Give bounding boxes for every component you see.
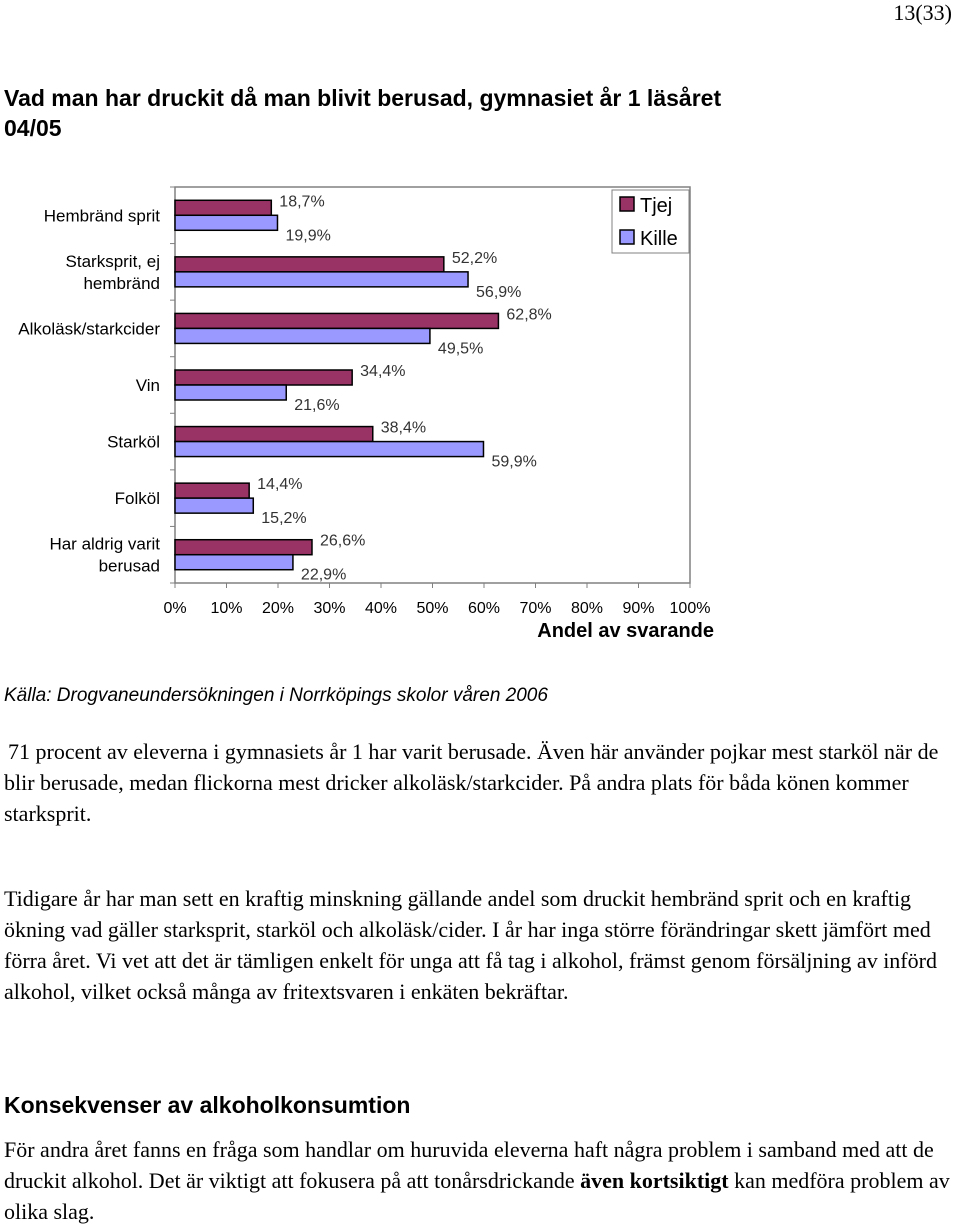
- category-label: Starköl: [107, 433, 160, 452]
- category-label: Starksprit, ej hembränd: [66, 252, 160, 293]
- data-label: 56,9%: [476, 284, 521, 301]
- data-label: 38,4%: [381, 420, 426, 437]
- x-axis-label: Andel av svarande: [537, 620, 714, 642]
- x-tick-label: 40%: [365, 600, 397, 617]
- data-label: 19,9%: [285, 227, 330, 244]
- data-label: 22,9%: [301, 567, 346, 584]
- paragraph-1: 71 procent av eleverna i gymnasiets år 1…: [4, 739, 939, 826]
- paragraph-3-text: För andra året fanns en fråga som handla…: [4, 1137, 934, 1193]
- legend-label: Tjej: [640, 195, 672, 217]
- data-label: 14,4%: [257, 476, 302, 493]
- category-label: Folköl: [115, 489, 160, 508]
- paragraph-2: Tidigare år har man sett en kraftig mins…: [4, 886, 937, 1004]
- bar-tjej: [174, 199, 273, 217]
- data-label: 21,6%: [294, 397, 339, 414]
- bar-tjej: [174, 369, 353, 386]
- x-tick-label: 0%: [163, 600, 186, 617]
- bar-kille: [174, 271, 469, 288]
- legend-swatch: [619, 229, 635, 245]
- bar-kille: [174, 327, 431, 345]
- x-tick-label: 10%: [210, 600, 242, 617]
- section-heading: Konsekvenser av alkoholkonsumtion: [4, 1092, 411, 1118]
- source-citation: Källa: Drogvaneundersökningen i Norrköpi…: [4, 685, 548, 706]
- bar-tjej: [174, 538, 313, 556]
- bar-kille: [174, 553, 294, 571]
- x-tick-label: 80%: [571, 600, 603, 617]
- data-label: 34,4%: [360, 363, 405, 380]
- category-label: Vin: [136, 376, 160, 395]
- x-tick-label: 30%: [313, 600, 345, 617]
- category-label: Har aldrig varit berusad: [49, 535, 160, 576]
- x-tick-label: 100%: [670, 600, 711, 617]
- legend-label: Kille: [640, 228, 678, 250]
- page-number: 13(33): [893, 0, 952, 25]
- bar-tjej: [174, 482, 250, 499]
- x-tick-label: 90%: [622, 600, 654, 617]
- paragraph-3-text-end: kan medföra problem av olika slag.: [4, 1168, 950, 1224]
- bar-tjej: [174, 256, 445, 273]
- data-label: 52,2%: [452, 250, 497, 267]
- paragraph-3-emphasis: även kortsiktigt: [580, 1168, 729, 1193]
- bar-kille: [174, 214, 279, 232]
- bar-kille: [174, 497, 255, 514]
- bar-chart: Hembränd sprit Starksprit, ej hembränd Alko…: [18, 186, 714, 642]
- bar-tjej: [174, 312, 500, 330]
- category-label: Alkoläsk/starkcider: [18, 319, 160, 338]
- x-tick-label: 60%: [468, 600, 500, 617]
- x-tick-label: 20%: [262, 600, 294, 617]
- legend-swatch: [619, 196, 635, 212]
- bar-kille: [174, 440, 485, 458]
- paragraph-3: För andra året fanns en fråga som handla…: [4, 1134, 954, 1227]
- data-label: 59,9%: [491, 454, 536, 471]
- category-label: Hembränd sprit: [44, 206, 160, 225]
- data-label: 15,2%: [261, 510, 306, 527]
- chart-title: Vad man har druckit då man blivit berusa…: [4, 85, 722, 141]
- bar-kille: [174, 384, 287, 401]
- bar-tjej: [174, 425, 374, 443]
- data-label: 49,5%: [438, 340, 483, 357]
- data-label: 26,6%: [320, 533, 365, 550]
- x-tick-label: 70%: [519, 600, 551, 617]
- x-tick-label: 50%: [416, 600, 448, 617]
- data-label: 18,7%: [279, 193, 324, 210]
- data-label: 62,8%: [506, 306, 551, 323]
